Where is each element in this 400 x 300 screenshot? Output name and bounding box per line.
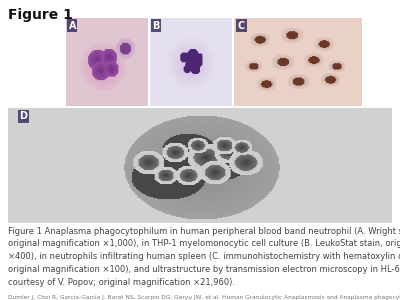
Text: original magnification ×1,000), in THP-1 myelomonocytic cell culture (B. LeukoSt: original magnification ×1,000), in THP-1… — [8, 239, 400, 248]
Text: Figure 1 Anaplasma phagocytophilum in human peripheral blood band neutrophil (A.: Figure 1 Anaplasma phagocytophilum in hu… — [8, 226, 400, 236]
Text: C: C — [238, 21, 245, 31]
Text: ×400), in neutrophils infiltrating human spleen (C. immunohistochemistry with he: ×400), in neutrophils infiltrating human… — [8, 252, 400, 261]
Text: B: B — [152, 21, 160, 31]
Text: courtesy of V. Popov; original magnification ×21,960).: courtesy of V. Popov; original magnifica… — [8, 278, 235, 287]
Text: A: A — [68, 21, 76, 31]
Text: Figure 1: Figure 1 — [8, 8, 73, 22]
Text: Dumler J, Choi R, Garcia-Garcia J, Barat NS, Scorpio DG, Garyu JW, et al. Human : Dumler J, Choi R, Garcia-Garcia J, Barat… — [8, 296, 400, 300]
Text: original magnification ×100), and ultrastructure by transmission electron micros: original magnification ×100), and ultras… — [8, 265, 400, 274]
Text: D: D — [20, 112, 28, 122]
